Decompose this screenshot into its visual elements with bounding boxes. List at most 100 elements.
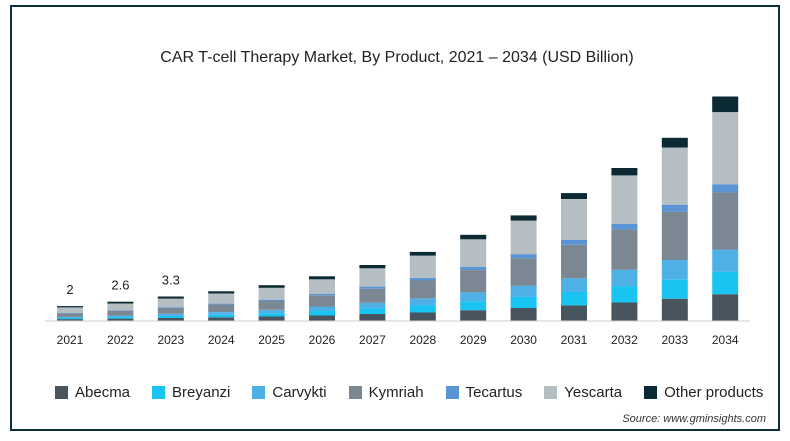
bar-segment-kymriah-2021 — [57, 313, 83, 317]
bar-segment-yescarta-2021 — [57, 307, 83, 313]
bar-segment-abecma-2025 — [258, 316, 285, 321]
bar-segment-carvykti-2031 — [561, 278, 587, 292]
bar-segment-kymriah-2026 — [309, 295, 335, 307]
bar-segment-yescarta-2028 — [409, 255, 436, 278]
bar-segment-carvykti-2025 — [258, 309, 285, 314]
bar-segment-kymriah-2031 — [561, 244, 587, 279]
bar-segment-tecartus-2023 — [157, 307, 184, 308]
x-tick-label: 2033 — [661, 333, 688, 347]
bar-segment-other-products-2025 — [258, 285, 285, 288]
bar-segment-breyanzi-2021 — [57, 318, 83, 320]
bar-segment-abecma-2029 — [460, 310, 487, 321]
bar-segment-carvykti-2024 — [208, 312, 235, 315]
bar-segment-abecma-2021 — [57, 319, 83, 321]
x-tick-label: 2025 — [258, 333, 285, 347]
bar-segment-yescarta-2022 — [107, 303, 134, 311]
bar-segment-kymriah-2025 — [258, 300, 285, 310]
bar-segment-breyanzi-2024 — [208, 314, 235, 318]
bar-segment-breyanzi-2033 — [661, 279, 688, 299]
x-tick-label: 2022 — [107, 333, 134, 347]
bar-segment-abecma-2028 — [409, 312, 436, 321]
bar-segment-kymriah-2024 — [208, 304, 235, 312]
bar-segment-other-products-2033 — [661, 137, 688, 148]
bar-segment-other-products-2027 — [359, 265, 386, 269]
x-tick-label: 2034 — [712, 333, 739, 347]
bar-segment-tecartus-2026 — [309, 293, 335, 296]
bar-segment-other-products-2031 — [561, 193, 587, 199]
bar-segment-kymriah-2023 — [157, 307, 184, 314]
legend-label: Carvykti — [272, 384, 327, 401]
bar-segment-abecma-2033 — [661, 298, 688, 321]
bar-segment-tecartus-2032 — [611, 223, 638, 230]
bar-segment-tecartus-2027 — [359, 286, 386, 289]
bar-segment-yescarta-2034 — [712, 112, 739, 185]
legend-label: Breyanzi — [172, 384, 231, 401]
x-tick-label: 2023 — [157, 333, 184, 347]
data-label: 2 — [66, 282, 73, 297]
annotations-group: 2 2.6 3.3 — [66, 273, 179, 298]
bars-group — [57, 96, 739, 321]
x-tick-label: 2031 — [561, 333, 588, 347]
bar-segment-other-products-2028 — [409, 251, 436, 256]
bar-segment-yescarta-2024 — [208, 293, 235, 304]
bar-segment-carvykti-2033 — [661, 260, 688, 280]
bar-segment-yescarta-2031 — [561, 199, 587, 240]
bar-segment-yescarta-2025 — [258, 287, 285, 300]
bar-segment-carvykti-2023 — [157, 313, 184, 316]
bar-segment-kymriah-2028 — [409, 280, 436, 299]
bar-segment-yescarta-2023 — [157, 298, 184, 308]
bar-segment-tecartus-2025 — [258, 299, 285, 301]
bar-segment-abecma-2027 — [359, 313, 386, 321]
bar-segment-yescarta-2029 — [460, 239, 487, 267]
bar-segment-kymriah-2027 — [359, 288, 386, 303]
x-tick-label: 2032 — [611, 333, 638, 347]
x-tick-label: 2021 — [57, 333, 84, 347]
bar-segment-abecma-2026 — [309, 315, 335, 321]
bar-segment-kymriah-2034 — [712, 192, 739, 250]
bar-segment-carvykti-2030 — [510, 285, 537, 297]
bar-segment-breyanzi-2026 — [309, 311, 335, 316]
bar-segment-carvykti-2027 — [359, 302, 386, 309]
bar-segment-tecartus-2031 — [561, 240, 587, 245]
legend-swatch — [348, 386, 362, 399]
bar-segment-breyanzi-2028 — [409, 305, 436, 313]
chart-frame — [10, 5, 780, 431]
bar-segment-tecartus-2030 — [510, 254, 537, 259]
bar-segment-breyanzi-2034 — [712, 271, 739, 295]
bar-segment-breyanzi-2030 — [510, 296, 537, 308]
bar-segment-carvykti-2028 — [409, 298, 436, 306]
x-tick-label: 2029 — [460, 333, 487, 347]
bar-segment-tecartus-2033 — [661, 204, 688, 212]
legend: Abecma Breyanzi Carvykti Kymriah Tecartu… — [55, 384, 785, 401]
legend-label: Abecma — [75, 384, 131, 401]
bar-segment-yescarta-2027 — [359, 268, 386, 287]
bar-segment-kymriah-2032 — [611, 229, 638, 270]
bar-segment-yescarta-2026 — [309, 279, 335, 294]
legend-label: Kymriah — [368, 384, 424, 401]
x-tick-label: 2024 — [208, 333, 235, 347]
bar-segment-other-products-2021 — [57, 306, 83, 308]
bar-segment-breyanzi-2027 — [359, 308, 386, 314]
bar-segment-breyanzi-2025 — [258, 313, 285, 317]
legend-item: Other products — [644, 384, 763, 401]
legend-swatch — [55, 386, 68, 399]
legend-label: Tecartus — [465, 384, 523, 401]
legend-item: Carvykti — [252, 384, 327, 401]
legend-swatch — [445, 386, 459, 399]
bar-segment-carvykti-2029 — [460, 292, 487, 302]
bar-segment-tecartus-2024 — [208, 303, 235, 305]
bar-segment-other-products-2024 — [208, 291, 235, 294]
bar-segment-breyanzi-2023 — [157, 315, 184, 318]
bar-segment-other-products-2029 — [460, 234, 487, 240]
bar-segment-yescarta-2033 — [661, 147, 688, 205]
legend-item: Kymriah — [348, 384, 424, 401]
x-tick-labels: 2021 2022 2023 2024 2025 2026 2027 2028 2029 2030… — [57, 333, 739, 347]
x-tick-label: 2028 — [409, 333, 436, 347]
bar-segment-abecma-2031 — [561, 305, 587, 321]
legend-swatch — [152, 386, 166, 399]
data-label: 3.3 — [162, 273, 180, 288]
bar-segment-other-products-2032 — [611, 168, 638, 176]
chart-title: CAR T-cell Therapy Market, By Product, 2… — [160, 49, 633, 66]
bar-segment-carvykti-2021 — [57, 316, 83, 318]
x-tick-label: 2026 — [309, 333, 336, 347]
